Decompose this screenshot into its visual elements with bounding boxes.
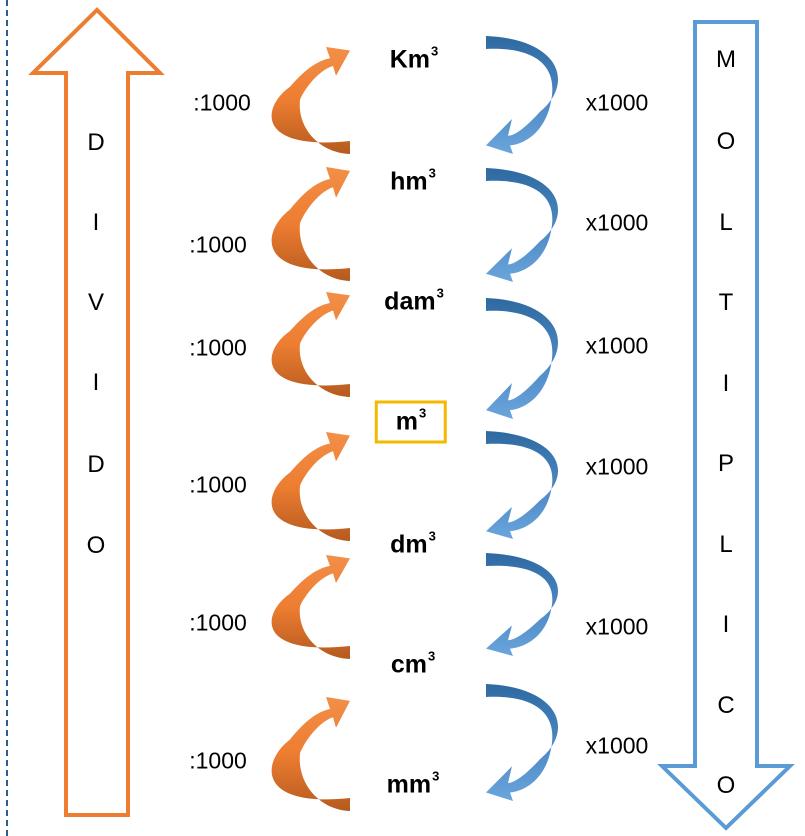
unit-exponent: 3	[431, 43, 439, 59]
unit-dam3: dam3	[384, 285, 444, 317]
multiply-factor: x1000	[585, 732, 649, 759]
divido-letter: I	[92, 209, 100, 236]
divide-factor: :1000	[193, 89, 251, 116]
divido-letter: O	[86, 532, 106, 559]
multiply-curved-arrow	[486, 298, 559, 419]
unit-cm3: cm3	[390, 648, 436, 680]
divide-factor: :1000	[189, 334, 247, 361]
moltiplico-letter: I	[722, 370, 730, 397]
multiply-curved-arrow	[486, 431, 559, 539]
divide-curved-arrow	[271, 697, 350, 811]
unit-base: mm	[386, 770, 432, 799]
divido-letter: D	[87, 451, 105, 478]
unit-base: Km	[389, 45, 431, 74]
moltiplico-letter: I	[722, 611, 730, 638]
multiply-curved-arrow	[486, 168, 559, 282]
moltiplico-letter: P	[717, 450, 735, 477]
multiply-factor: x1000	[585, 332, 649, 359]
unit-mm3: mm3	[386, 768, 440, 800]
multiply-factor: x1000	[585, 453, 649, 480]
divido-letter: V	[87, 289, 105, 316]
unit-exponent: 3	[419, 405, 427, 421]
divide-factor: :1000	[189, 471, 247, 498]
unit-base: m	[395, 407, 418, 436]
moltiplico-letter: C	[717, 692, 735, 719]
moltiplico-letter: T	[718, 289, 734, 316]
multiply-factor: x1000	[585, 209, 649, 236]
multiply-curved-arrow	[486, 684, 559, 801]
moltiplico-letter: L	[719, 209, 733, 236]
divide-factor: :1000	[189, 747, 247, 774]
dashed-divider	[6, 0, 8, 836]
multiply-curved-arrow	[486, 36, 559, 154]
divide-curved-arrow	[271, 47, 350, 154]
unit-hm3: hm3	[390, 165, 436, 197]
unit-base: cm	[390, 650, 427, 679]
unit-exponent: 3	[436, 285, 444, 301]
unit-km3: Km3	[389, 43, 439, 75]
unit-exponent: 3	[432, 768, 440, 784]
divide-factor: :1000	[189, 231, 247, 258]
divide-curved-arrow	[271, 432, 350, 541]
unit-exponent: 3	[428, 165, 436, 181]
multiply-factor: x1000	[585, 613, 649, 640]
moltiplico-letter: O	[716, 772, 736, 799]
divide-curved-arrow	[271, 555, 350, 659]
multiply-big-arrow	[657, 20, 795, 831]
unit-base: hm	[390, 167, 428, 196]
multiply-curved-arrow	[486, 553, 559, 656]
divide-big-arrow	[28, 7, 165, 817]
unit-exponent: 3	[427, 648, 436, 664]
unit-base: dam	[384, 287, 436, 316]
unit-exponent: 3	[428, 528, 436, 544]
divido-letter: I	[92, 369, 100, 396]
divide-factor: :1000	[189, 609, 247, 636]
moltiplico-letter: L	[719, 531, 733, 558]
unit-base: dm	[390, 530, 428, 559]
unit-dm3: dm3	[390, 528, 436, 560]
moltiplico-letter: O	[716, 128, 736, 155]
divido-letter: D	[87, 129, 105, 156]
multiply-factor: x1000	[585, 89, 649, 116]
unit-m3-highlighted: m3	[374, 400, 448, 444]
divide-curved-arrow	[271, 292, 350, 397]
divide-curved-arrow	[271, 167, 350, 281]
moltiplico-letter: M	[716, 46, 736, 73]
